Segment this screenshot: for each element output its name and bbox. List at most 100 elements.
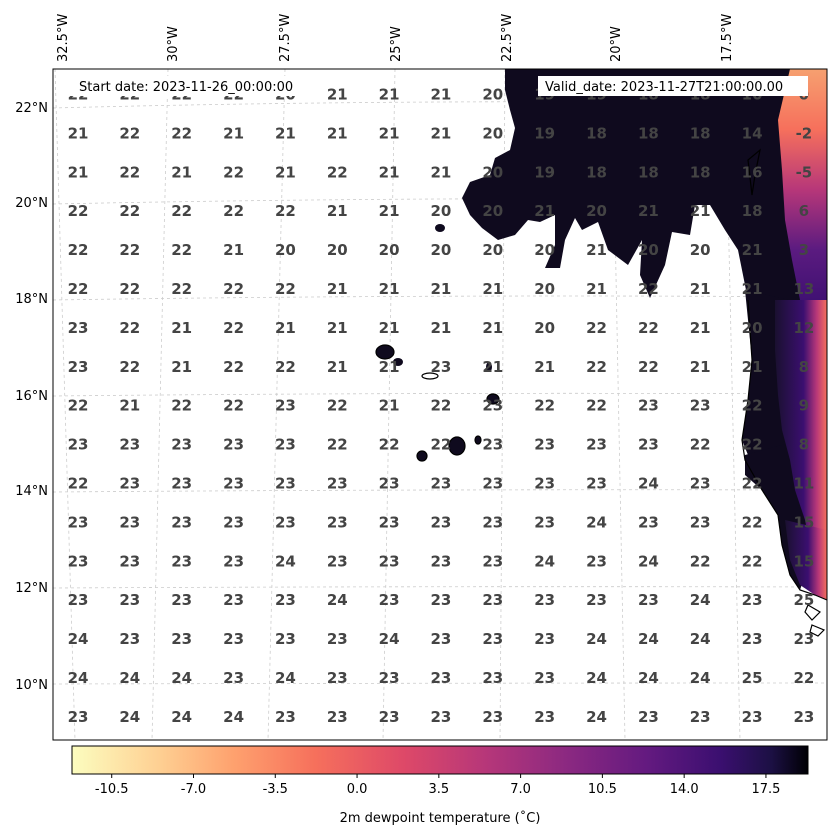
colorbar-tick-label: -10.5	[95, 782, 129, 797]
grid-value: 20	[430, 202, 451, 220]
grid-value: 18	[742, 202, 763, 220]
grid-value: 23	[690, 397, 711, 415]
valid-date-box	[538, 76, 808, 96]
grid-value: 23	[793, 630, 814, 648]
grid-value: 23	[119, 436, 140, 454]
colorbar-tick-label: -3.5	[263, 782, 288, 797]
grid-value: 23	[742, 708, 763, 726]
grid-value: 23	[793, 708, 814, 726]
grid-value: 23	[430, 669, 451, 687]
grid-value: 23	[430, 630, 451, 648]
grid-value: 23	[223, 513, 244, 531]
grid-value: 22	[68, 475, 89, 493]
grid-value: 23	[171, 552, 192, 570]
grid-value: 21	[119, 397, 140, 415]
grid-value: 21	[171, 163, 192, 181]
grid-value: 22	[742, 513, 763, 531]
grid-value: 22	[327, 397, 348, 415]
grid-value: 6	[799, 202, 809, 220]
grid-value: 23	[171, 591, 192, 609]
grid-value: 23	[327, 708, 348, 726]
grid-value: 21	[171, 319, 192, 337]
grid-value: 22	[327, 436, 348, 454]
grid-value: 21	[68, 163, 89, 181]
grid-value: 20	[586, 202, 607, 220]
grid-value: 24	[379, 630, 400, 648]
grid-value: 22	[742, 397, 763, 415]
grid-value: 22	[171, 280, 192, 298]
grid-value: 23	[482, 475, 503, 493]
grid-value: 22	[742, 475, 763, 493]
lat-label-22n: 22°N	[15, 101, 48, 116]
colorbar	[71, 745, 809, 775]
grid-value: 23	[638, 591, 659, 609]
grid-value: 22	[119, 358, 140, 376]
grid-value: 23	[275, 436, 296, 454]
grid-value: 8	[799, 358, 809, 376]
graticule	[53, 69, 827, 740]
grid-value: 23	[690, 708, 711, 726]
lon-label-30w: 30°W	[166, 26, 181, 62]
grid-value: 22	[534, 397, 555, 415]
grid-value: 21	[379, 86, 400, 104]
grid-value: 21	[171, 358, 192, 376]
latitude-labels: 22°N 20°N 18°N 16°N 14°N 12°N 10°N	[15, 101, 48, 693]
grid-value: 24	[119, 708, 140, 726]
grid-value: 25	[793, 591, 814, 609]
grid-value: 22	[430, 436, 451, 454]
grid-value: 23	[482, 708, 503, 726]
grid-value: 21	[742, 241, 763, 259]
grid-value: 23	[379, 513, 400, 531]
grid-value: 23	[379, 708, 400, 726]
grid-value: 21	[482, 319, 503, 337]
grid-value: 23	[534, 708, 555, 726]
longitude-labels: 32.5°W 30°W 27.5°W 25°W 22.5°W 20°W 17.5…	[56, 14, 735, 62]
start-date-box	[63, 76, 313, 96]
grid-value: 23	[223, 669, 244, 687]
grid-value: 23	[119, 475, 140, 493]
grid-value: 23	[223, 591, 244, 609]
grid-value: 23	[223, 436, 244, 454]
grid-value: 24	[638, 475, 659, 493]
grid-value: 11	[793, 475, 814, 493]
grid-value: 21	[430, 163, 451, 181]
grid-value: 21	[638, 202, 659, 220]
start-date-label: Start date: 2023-11-26_00:00:00	[79, 80, 293, 95]
grid-value: 22	[742, 552, 763, 570]
grid-value: 23	[119, 591, 140, 609]
grid-value: 21	[327, 280, 348, 298]
grid-value: 20	[638, 241, 659, 259]
grid-value: 13	[793, 280, 814, 298]
grid-value: 18	[690, 163, 711, 181]
grid-value: 23	[534, 669, 555, 687]
grid-value: 20	[690, 241, 711, 259]
grid-value: 22	[119, 280, 140, 298]
grid-value: 23	[223, 552, 244, 570]
grid-value: 22	[793, 669, 814, 687]
grid-value: 22	[119, 241, 140, 259]
grid-value: 21	[327, 124, 348, 142]
grid-value: 21	[223, 241, 244, 259]
grid-value: 23	[171, 630, 192, 648]
grid-value: 20	[379, 241, 400, 259]
grid-value: 23	[586, 591, 607, 609]
grid-value: 14	[742, 124, 763, 142]
grid-value: 23	[586, 552, 607, 570]
grid-value: 23	[534, 591, 555, 609]
grid-value: 23	[275, 708, 296, 726]
grid-value: 15	[793, 513, 814, 531]
grid-value: 23	[119, 552, 140, 570]
grid-value: 23	[534, 630, 555, 648]
grid-value: 22	[119, 124, 140, 142]
lon-label-27-5w: 27.5°W	[278, 14, 293, 62]
grid-value: 24	[638, 630, 659, 648]
grid-value: 21	[327, 86, 348, 104]
coastline	[375, 148, 827, 637]
grid-value: 21	[275, 124, 296, 142]
grid-value: 23	[327, 475, 348, 493]
grid-value: 24	[275, 669, 296, 687]
grid-value: 24	[638, 552, 659, 570]
grid-value: 23	[275, 591, 296, 609]
colorbar-label: 2m dewpoint temperature (˚C)	[340, 810, 541, 826]
grid-value: 22	[68, 202, 89, 220]
